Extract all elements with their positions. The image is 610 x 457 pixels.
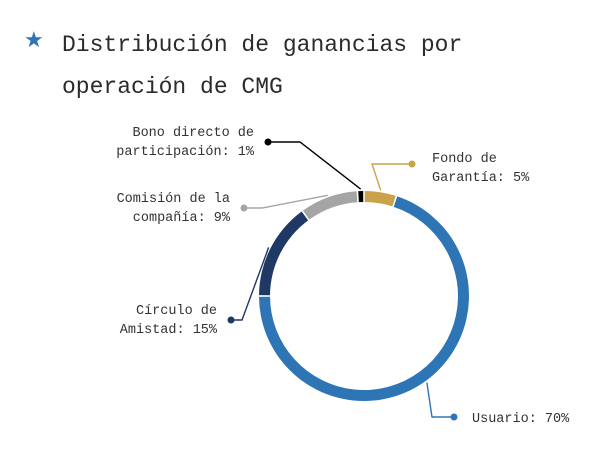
slice-label-circulo-de: Círculo de Amistad: 15%: [120, 304, 218, 338]
slice-label-comision-de-la: Comisión de la compañía: 9%: [117, 192, 231, 226]
slice-comision-de-la: [302, 191, 358, 220]
leader-line-usuario-70: [426, 382, 454, 418]
slice-label-line: Comisión de la: [117, 192, 230, 207]
leader-dot-usuario-70: [450, 413, 458, 421]
slice-bono-directo-de: [358, 191, 364, 203]
leader-dot-fondo-de: [408, 160, 416, 168]
slice-label-line: participación: 1%: [116, 145, 255, 160]
slice-label-line: Círculo de: [136, 304, 217, 319]
leader-line-circulo-de: [231, 247, 270, 321]
leader-line-comision-de-la: [244, 194, 328, 209]
slice-label-bono-directo-de: Bono directo de participación: 1%: [116, 126, 255, 160]
leader-line-bono-directo-de: [268, 141, 362, 190]
leader-dot-comision-de-la: [240, 204, 248, 212]
slice-label-line: Amistad: 15%: [120, 323, 218, 338]
slice-label-usuario-70: Usuario: 70%: [472, 412, 570, 427]
leader-dot-circulo-de: [227, 316, 235, 324]
slice-label-line: Fondo de: [432, 152, 497, 167]
slice-label-line: Bono directo de: [132, 126, 254, 141]
slice-label-fondo-de: Fondo de Garantía: 5%: [432, 152, 530, 186]
star-icon: ★: [24, 28, 44, 53]
leader-lines: [227, 138, 458, 421]
leader-dot-bono-directo-de: [264, 138, 272, 146]
slice-labels: Fondo de Garantía: 5% Usuario: 70% Círculo …: [116, 126, 570, 427]
slice-label-line: compañía: 9%: [133, 211, 231, 226]
chart-title: Distribución de ganancias por operación …: [62, 32, 463, 100]
slice-label-line: Usuario: 70%: [472, 412, 570, 427]
slice-label-line: Garantía: 5%: [432, 171, 530, 186]
donut-slices: [259, 191, 470, 401]
leader-line-fondo-de: [371, 163, 412, 191]
slice-circulo-de: [259, 211, 309, 296]
slice-fondo-de: [364, 191, 396, 207]
